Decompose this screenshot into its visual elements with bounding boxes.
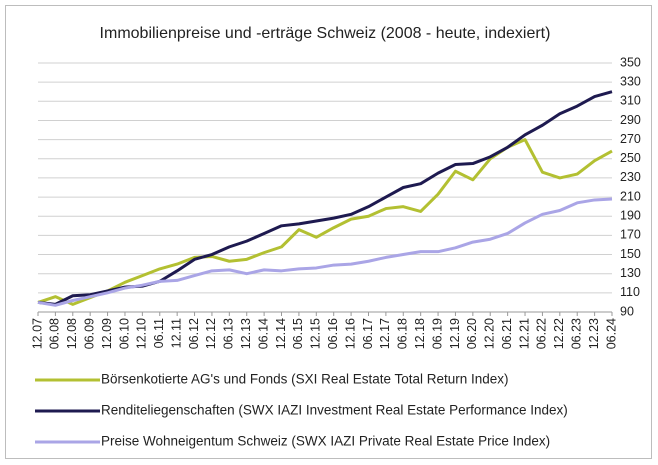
x-tick-label: 06.15: [291, 318, 305, 349]
series-line: [37, 138, 613, 306]
x-tick-label: 06.09: [82, 318, 96, 349]
x-tick-label: 12.07: [30, 318, 44, 349]
x-tick-label: 12.08: [65, 318, 79, 349]
y-tick-label: 130: [620, 266, 641, 280]
y-tick-label: 330: [620, 74, 641, 88]
x-tick-label: 12.17: [378, 318, 392, 349]
x-tick-label: 06.20: [465, 318, 479, 349]
x-tick-label: 06.21: [500, 318, 514, 349]
x-tick-label: 12.16: [343, 318, 357, 349]
legend-label: Preise Wohneigentum Schweiz (SWX IAZI Pr…: [101, 434, 550, 449]
x-tick-label: 06.22: [535, 318, 549, 349]
y-tick-label: 90: [620, 304, 634, 318]
x-tick-label: 06.16: [326, 318, 340, 349]
x-tick-label: 12.23: [587, 318, 601, 349]
y-tick-label: 350: [620, 55, 641, 69]
x-tick-label: 06.23: [570, 318, 584, 349]
y-tick-label: 150: [620, 247, 641, 261]
y-tick-label: 190: [620, 209, 641, 223]
x-tick-label: 12.14: [274, 318, 288, 349]
x-tick-label: 12.15: [309, 318, 323, 349]
x-tick-label: 12.20: [483, 318, 497, 349]
y-tick-label: 170: [620, 228, 641, 242]
x-tick-label: 12.10: [135, 318, 149, 349]
x-tick-label: 12.18: [413, 318, 427, 349]
x-tick-label: 12.22: [552, 318, 566, 349]
x-tick-label: 06.24: [604, 318, 618, 349]
y-tick-label: 290: [620, 113, 641, 127]
chart-title: Immobilienpreise und -erträge Schweiz (2…: [100, 25, 551, 42]
x-tick-label: 06.19: [430, 318, 444, 349]
y-tick-label: 270: [620, 132, 641, 146]
x-tick-label: 12.21: [517, 318, 531, 349]
y-tick-label: 310: [620, 94, 641, 108]
x-tick-label: 06.11: [152, 318, 166, 348]
x-tick-label: 12.12: [204, 318, 218, 349]
x-tick-label: 06.10: [117, 318, 131, 349]
x-tick-label: 12.13: [239, 318, 253, 349]
y-tick-label: 210: [620, 189, 641, 203]
x-tick-label: 06.13: [222, 318, 236, 349]
y-tick-label: 230: [620, 170, 641, 184]
x-tick-label: 06.18: [396, 318, 410, 349]
series-line: [37, 197, 613, 307]
x-tick-label: 06.12: [187, 318, 201, 349]
x-tick-label: 12.19: [448, 318, 462, 349]
legend-label: Renditeliegenschaften (SWX IAZI Investme…: [101, 403, 568, 418]
x-tick-label: 06.17: [361, 318, 375, 349]
legend-label: Börsenkotierte AG's und Fonds (SXI Real …: [101, 372, 509, 387]
x-tick-label: 06.08: [48, 318, 62, 349]
y-tick-label: 110: [620, 285, 640, 299]
x-tick-label: 12.11: [169, 318, 183, 348]
x-tick-label: 12.09: [100, 318, 114, 349]
y-tick-label: 250: [620, 151, 641, 165]
x-tick-label: 06.14: [256, 318, 270, 349]
